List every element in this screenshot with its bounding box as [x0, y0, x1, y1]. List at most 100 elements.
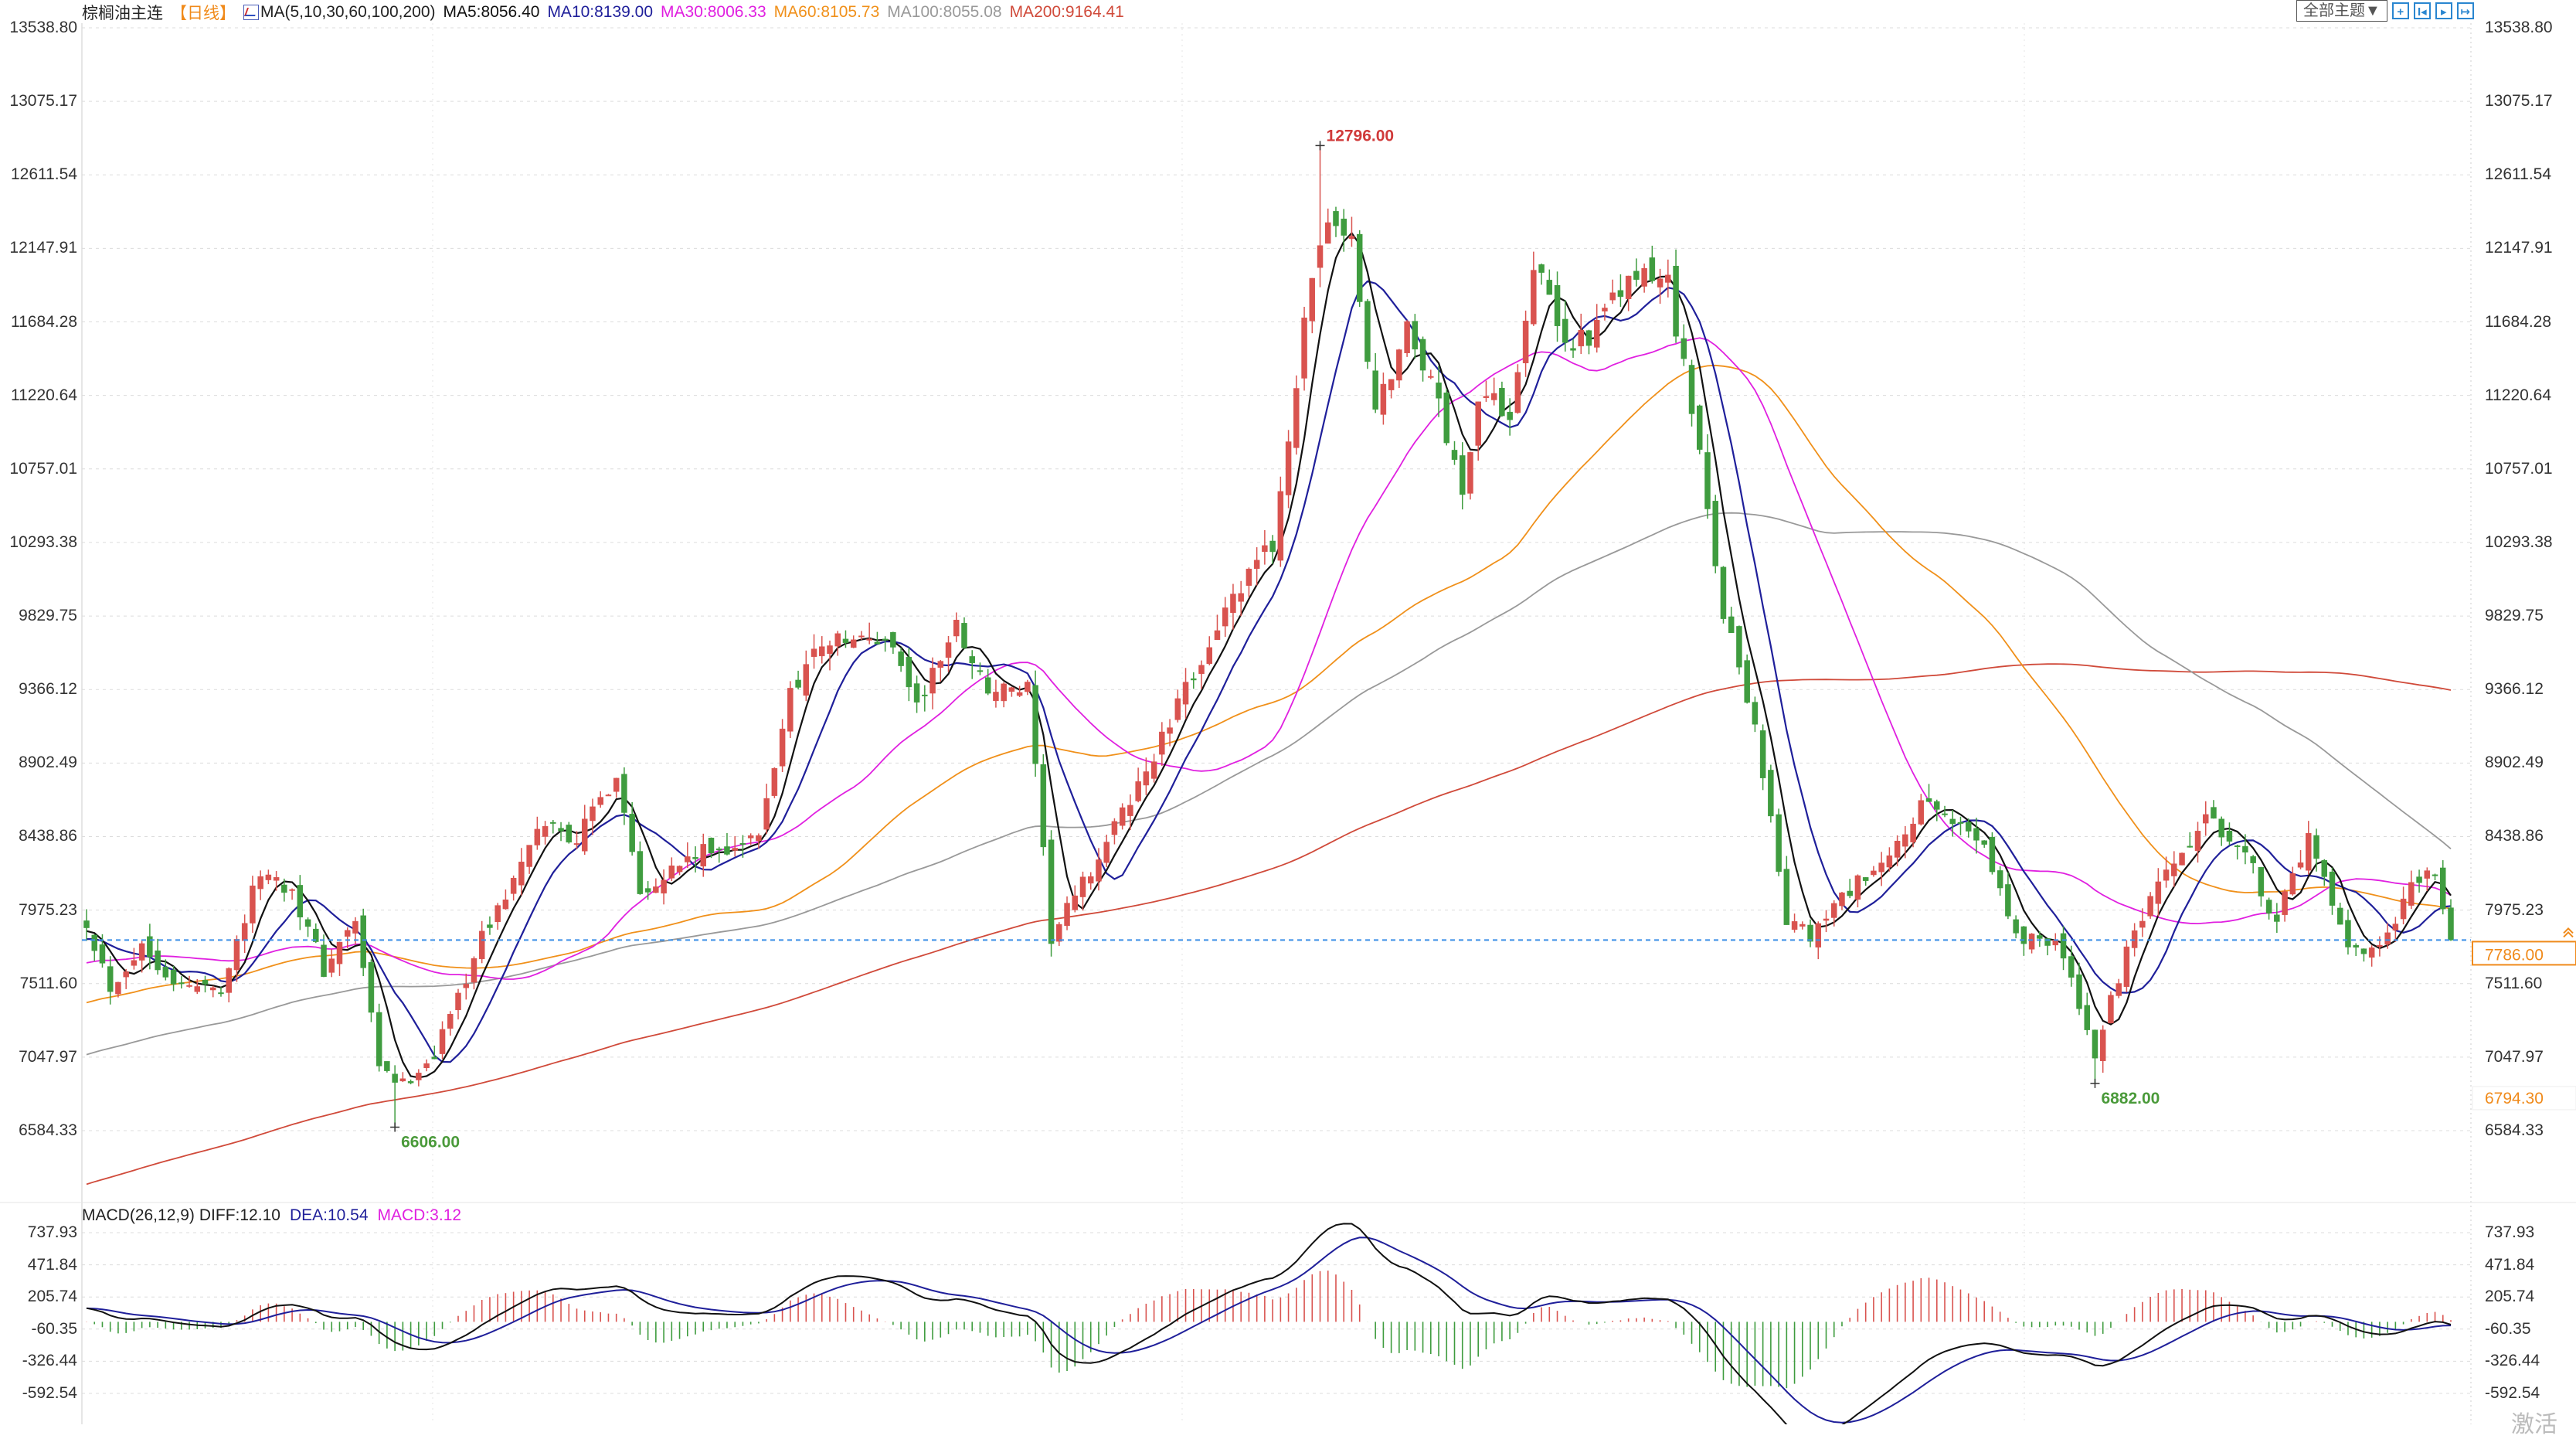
candle-body: [1578, 329, 1584, 347]
go-end-icon[interactable]: ↦: [2456, 2, 2474, 19]
candle: [819, 636, 825, 664]
candle-body: [281, 884, 287, 893]
candle-body: [692, 857, 698, 859]
candle-body: [1839, 892, 1845, 907]
candle-body: [1554, 284, 1561, 326]
candle-body: [384, 1061, 390, 1071]
candle: [202, 975, 209, 993]
candle-body: [771, 767, 778, 796]
candle-body: [1459, 455, 1466, 495]
candle-body: [1056, 924, 1062, 942]
price-tick-label-left: 7975.23: [19, 900, 77, 919]
candle: [803, 650, 810, 702]
candle-body: [2060, 933, 2067, 959]
candle-body: [1253, 560, 1260, 570]
candle: [344, 927, 351, 949]
price-tick-label-left: 8902.49: [19, 754, 77, 772]
candle-body: [1087, 876, 1094, 884]
candle-body: [1372, 370, 1378, 410]
candle-body: [850, 639, 857, 648]
candle: [1839, 892, 1845, 910]
candle: [763, 784, 770, 835]
candle-body: [186, 985, 192, 987]
candle-body: [1633, 270, 1640, 280]
candle: [866, 622, 872, 645]
candle-body: [1522, 321, 1529, 363]
candle: [265, 869, 272, 885]
price-tick-label-right: 9366.12: [2485, 680, 2544, 699]
candle: [1712, 495, 1718, 573]
candle: [1214, 614, 1221, 641]
candle: [2218, 816, 2224, 846]
candle-body: [1854, 875, 1861, 900]
candle-body: [858, 635, 865, 638]
candle-body: [1103, 842, 1110, 863]
ma5-value: MA5:8056.40: [443, 3, 540, 21]
candle-body: [763, 798, 770, 830]
candle: [882, 636, 889, 652]
candle: [1372, 352, 1378, 413]
candle-body: [502, 900, 509, 910]
candle: [399, 1072, 406, 1083]
candle: [155, 938, 161, 975]
candle: [2400, 886, 2407, 925]
theme-dropdown[interactable]: 全部主题▼: [2296, 0, 2387, 22]
candle-body: [937, 661, 944, 668]
candle: [756, 833, 762, 849]
candle: [1238, 580, 1244, 617]
diff-line: [86, 1223, 2452, 1424]
candle-body: [1815, 923, 1822, 947]
candle-body: [336, 941, 343, 964]
candle: [1198, 660, 1205, 689]
candle: [1079, 871, 1086, 911]
candle: [1025, 679, 1031, 696]
candle: [2424, 867, 2431, 891]
candle-body: [977, 670, 984, 672]
candle: [1688, 359, 1695, 427]
candle-body: [1475, 401, 1481, 446]
candle: [613, 777, 620, 798]
candle: [407, 1079, 414, 1085]
candle: [1333, 206, 1339, 237]
candle-body: [1768, 770, 1774, 817]
ma10-line: [86, 280, 2452, 1063]
candle-body: [2226, 830, 2233, 842]
candle-body: [1910, 823, 1916, 842]
period-label[interactable]: 【日线】: [171, 5, 236, 22]
candle: [1499, 381, 1505, 417]
go-start-icon[interactable]: I◂: [2413, 2, 2431, 19]
candle-body: [1791, 921, 1798, 930]
candle: [858, 631, 865, 640]
candle-body: [1072, 895, 1079, 910]
candle-body: [1238, 593, 1244, 602]
candle-body: [155, 950, 161, 971]
candle-body: [1902, 834, 1908, 847]
candle: [1514, 364, 1521, 414]
candle-body: [2037, 935, 2043, 939]
crosshair-icon[interactable]: +: [2391, 2, 2409, 19]
candle-body: [2377, 944, 2383, 947]
candle-body: [1783, 869, 1790, 925]
dea-line: [86, 1237, 2452, 1424]
candle: [1356, 230, 1363, 308]
candle: [929, 657, 936, 709]
candle-body: [1159, 731, 1165, 755]
candle-body: [2416, 876, 2422, 883]
candle: [1633, 258, 1640, 287]
candle: [2099, 1025, 2106, 1073]
candle-body: [661, 879, 667, 894]
candle: [1032, 670, 1038, 777]
candle: [747, 833, 754, 845]
play-icon[interactable]: ▸: [2435, 2, 2452, 19]
candle: [969, 650, 975, 679]
candle-body: [1681, 338, 1687, 359]
candle: [2345, 909, 2351, 955]
candle: [1507, 398, 1513, 436]
ma-indicator-icon[interactable]: [243, 5, 259, 20]
candle-body: [1127, 805, 1133, 816]
candle-body: [1871, 870, 1877, 876]
candles: [83, 145, 2454, 1128]
candle: [1609, 279, 1616, 304]
candle-body: [1356, 233, 1363, 302]
